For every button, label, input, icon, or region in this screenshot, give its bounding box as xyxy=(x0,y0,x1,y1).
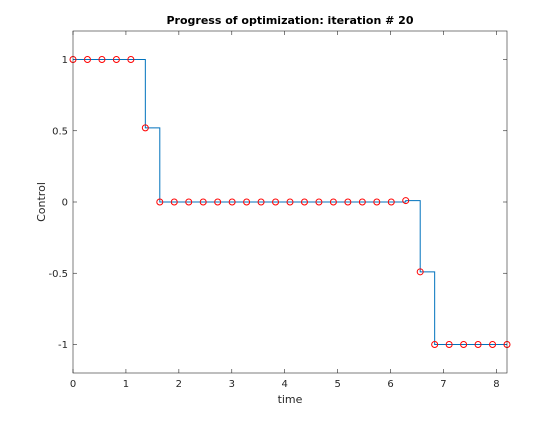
control-point-marker xyxy=(185,198,193,206)
control-point-marker xyxy=(127,56,135,63)
x-axis-label: time xyxy=(278,393,303,406)
control-point-marker xyxy=(300,198,308,206)
x-tick-label: 4 xyxy=(282,379,288,390)
control-point-marker xyxy=(358,198,366,206)
control-point-marker xyxy=(257,198,265,206)
control-point-marker xyxy=(170,198,178,206)
control-point-marker xyxy=(228,198,236,206)
control-point-marker xyxy=(286,198,294,206)
control-point-marker xyxy=(156,198,164,206)
y-tick-label: 0 xyxy=(62,198,68,209)
x-tick-label: 2 xyxy=(176,379,182,390)
x-tick-label: 0 xyxy=(70,379,76,390)
control-point-marker xyxy=(431,341,439,348)
y-axis-label: Control xyxy=(35,182,48,222)
control-point-marker xyxy=(315,198,323,206)
control-point-marker xyxy=(402,197,410,205)
control-point-marker xyxy=(329,198,337,206)
control-point-marker xyxy=(112,56,120,63)
axes-box xyxy=(72,30,508,374)
control-point-marker xyxy=(416,268,424,276)
x-tick-label: 3 xyxy=(229,379,235,390)
control-point-marker xyxy=(344,198,352,206)
y-tick-label: -0.5 xyxy=(48,269,68,280)
y-tick-label: 0.5 xyxy=(52,126,68,137)
control-point-marker xyxy=(489,341,497,348)
x-tick-label: 6 xyxy=(387,379,393,390)
x-tick-label: 7 xyxy=(440,379,446,390)
x-tick-label: 1 xyxy=(123,379,129,390)
control-point-marker xyxy=(83,56,91,63)
control-point-marker xyxy=(141,124,149,132)
control-point-marker xyxy=(474,341,482,348)
control-point-marker xyxy=(460,341,468,348)
y-tick-label: -1 xyxy=(58,340,68,351)
control-point-marker xyxy=(387,198,395,206)
chart-title: Progress of optimization: iteration # 20 xyxy=(166,14,413,27)
control-point-marker xyxy=(214,198,222,206)
control-point-marker xyxy=(445,341,453,348)
control-stairs-line xyxy=(73,59,507,345)
x-tick-label: 8 xyxy=(493,379,499,390)
control-point-marker xyxy=(199,198,207,206)
x-tick-label: 5 xyxy=(334,379,340,390)
control-point-marker xyxy=(272,198,280,206)
control-point-marker xyxy=(98,56,106,63)
y-tick-label: 1 xyxy=(62,55,68,66)
control-point-marker xyxy=(243,198,251,206)
control-point-marker xyxy=(373,198,381,206)
ticks-layer: 0 1 2 3 4 5 6 7 8 1 0.5 0 -0.5 -1 xyxy=(48,31,507,390)
